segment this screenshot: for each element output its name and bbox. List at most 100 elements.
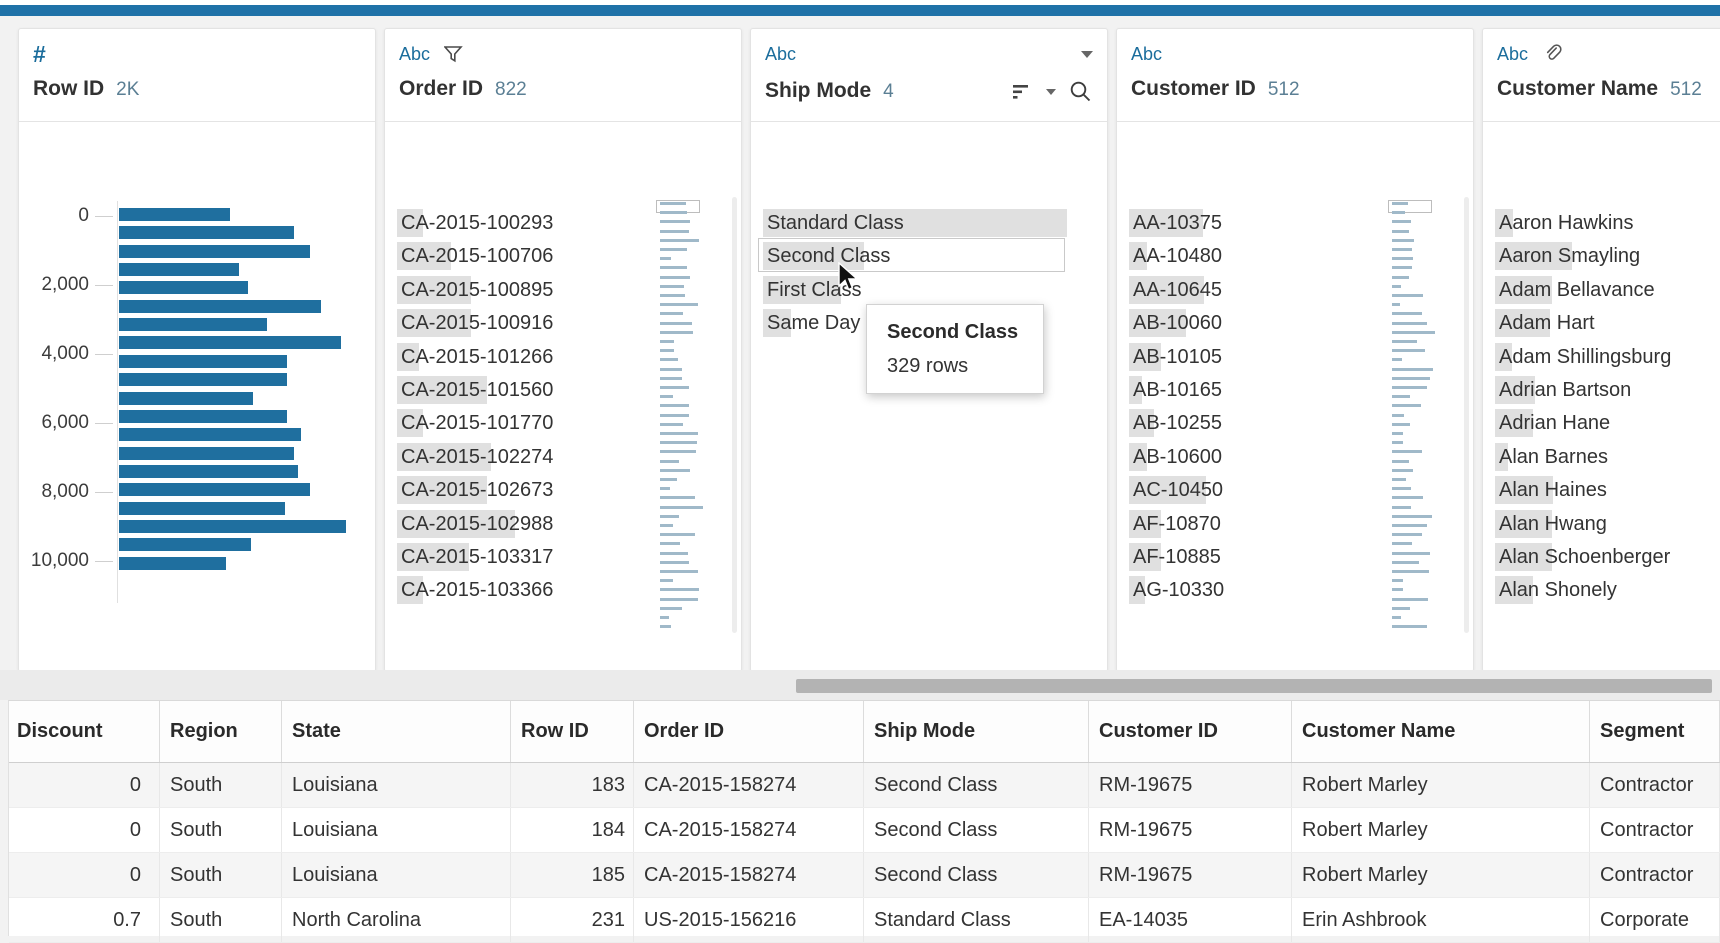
text-type-icon[interactable]: Abc	[399, 43, 431, 64]
value-list-item[interactable]: Second Class	[751, 238, 1107, 273]
text-type-icon[interactable]: Abc	[765, 43, 797, 64]
column-header[interactable]: Row ID	[511, 701, 634, 762]
grid-cell[interactable]: Contractor	[1590, 853, 1720, 897]
histogram-bar[interactable]	[119, 208, 230, 221]
value-list-item[interactable]: Aaron Hawkins	[1483, 209, 1720, 237]
column-header[interactable]: Region	[160, 701, 282, 762]
profile-card-order-id[interactable]: Abc Order ID 822 CA-2015-100293 CA-2015-1…	[384, 28, 742, 672]
customer-id-mini-histogram[interactable]	[1117, 29, 1473, 671]
histogram-bar[interactable]	[119, 354, 287, 368]
column-header[interactable]: Discount	[9, 701, 160, 762]
histogram-bar[interactable]	[119, 428, 301, 442]
grid-cell[interactable]: 0	[9, 853, 160, 897]
histogram-bar[interactable]	[119, 299, 321, 313]
h-scrollbar-thumb[interactable]	[796, 679, 1712, 693]
value-list-item[interactable]: AB-10060	[1117, 309, 1473, 338]
sort-chevron-down-icon[interactable]	[1046, 89, 1056, 95]
grid-cell[interactable]: South	[160, 808, 282, 852]
value-list-item[interactable]: CA-2015-100895	[385, 275, 741, 304]
grid-cell[interactable]: Second Class	[864, 853, 1089, 897]
text-type-icon[interactable]: Abc	[1497, 43, 1529, 64]
grid-cell[interactable]: CA-2015-158274	[634, 763, 864, 807]
grid-cell[interactable]: Contractor	[1590, 808, 1720, 852]
value-list-item[interactable]: CA-2015-100706	[385, 242, 741, 271]
profile-card-customer-name[interactable]: Abc Customer Name 512 Aaron Hawkins Aaron…	[1482, 28, 1720, 672]
value-list-item[interactable]: CA-2015-102988	[385, 509, 741, 538]
value-list-item[interactable]: Adam Bellavance	[1483, 275, 1720, 304]
value-list-item[interactable]: Adam Shillingsburg	[1483, 342, 1720, 371]
grid-cell[interactable]: RM-19675	[1089, 763, 1292, 807]
profile-card-customer-id[interactable]: Abc Customer ID 512 AA-10375 AA-10480 AA-1…	[1116, 28, 1474, 672]
grid-cell[interactable]: 185	[511, 853, 634, 897]
grid-cell[interactable]: CA-2015-158274	[634, 853, 864, 897]
value-list-item[interactable]: CA-2015-103317	[385, 543, 741, 571]
value-list-item[interactable]: AA-10645	[1117, 275, 1473, 304]
grid-cell[interactable]: 231	[511, 898, 634, 942]
grid-cell[interactable]: Louisiana	[282, 808, 511, 852]
grid-cell[interactable]: Second Class	[864, 763, 1089, 807]
grid-cell[interactable]: RM-19675	[1089, 853, 1292, 897]
grid-cell[interactable]: Louisiana	[282, 853, 511, 897]
grid-cell[interactable]: Robert Marley	[1292, 853, 1590, 897]
value-list-item[interactable]: Alan Shonely	[1483, 576, 1720, 605]
histogram-bar[interactable]	[119, 226, 294, 240]
grid-cell[interactable]: Robert Marley	[1292, 808, 1590, 852]
search-icon[interactable]	[1069, 80, 1093, 104]
grid-cell[interactable]: South	[160, 853, 282, 897]
sort-icon[interactable]	[1013, 84, 1033, 100]
value-list-item[interactable]: Alan Haines	[1483, 476, 1720, 505]
grid-cell[interactable]: South	[160, 898, 282, 942]
histogram-bar[interactable]	[119, 556, 226, 570]
histogram-bar[interactable]	[119, 318, 267, 332]
histogram-bar[interactable]	[119, 501, 285, 515]
value-list-item[interactable]: CA-2015-101266	[385, 342, 741, 371]
grid-cell[interactable]: 183	[511, 763, 634, 807]
row-id-histogram[interactable]: 0 2,000 4,000 6,000 8,000 10,000	[19, 29, 375, 671]
histogram-bar[interactable]	[119, 373, 287, 387]
chevron-down-icon[interactable]	[1081, 50, 1093, 58]
grid-cell[interactable]: Contractor	[1590, 763, 1720, 807]
value-list-item[interactable]: AF-10885	[1117, 543, 1473, 571]
value-list-item[interactable]: AB-10600	[1117, 442, 1473, 471]
value-list-item[interactable]: Adam Hart	[1483, 309, 1720, 338]
histogram-bar[interactable]	[119, 391, 253, 405]
grid-cell[interactable]: South	[160, 763, 282, 807]
order-id-mini-histogram[interactable]	[385, 29, 741, 671]
histogram-bar[interactable]	[119, 409, 287, 423]
grid-cell[interactable]: CA-2015-158274	[634, 808, 864, 852]
histogram-bar[interactable]	[119, 263, 239, 277]
value-list-item[interactable]: Alan Hwang	[1483, 509, 1720, 538]
value-list-item[interactable]: CA-2015-101770	[385, 409, 741, 438]
column-header[interactable]: Order ID	[634, 701, 864, 762]
grid-cell[interactable]: 184	[511, 808, 634, 852]
card-vertical-scrollbar[interactable]	[1464, 197, 1469, 633]
value-list-item[interactable]: AC-10450	[1117, 476, 1473, 505]
grid-cell[interactable]: 0	[9, 763, 160, 807]
text-type-icon[interactable]: Abc	[1131, 43, 1163, 64]
grid-cell[interactable]: US-2015-156216	[634, 898, 864, 942]
value-list-item[interactable]: CA-2015-102274	[385, 442, 741, 471]
histogram-bar[interactable]	[119, 538, 251, 552]
value-list-item[interactable]: Adrian Bartson	[1483, 376, 1720, 404]
grid-cell[interactable]: Louisiana	[282, 763, 511, 807]
column-header[interactable]: Ship Mode	[864, 701, 1089, 762]
grid-cell[interactable]: Corporate	[1590, 898, 1720, 942]
grid-cell[interactable]: Second Class	[864, 808, 1089, 852]
grid-cell[interactable]: RM-19675	[1089, 808, 1292, 852]
column-header[interactable]: Customer ID	[1089, 701, 1292, 762]
value-list-item[interactable]: AA-10375	[1117, 209, 1473, 237]
grid-cell[interactable]: EA-14035	[1089, 898, 1292, 942]
histogram-bar[interactable]	[119, 446, 294, 460]
value-list-item[interactable]: Aaron Smayling	[1483, 242, 1720, 271]
value-list-item[interactable]: CA-2015-100916	[385, 309, 741, 338]
grid-cell[interactable]: North Carolina	[282, 898, 511, 942]
value-list-item[interactable]: Same Day	[751, 309, 1107, 338]
value-list-item[interactable]: AA-10480	[1117, 242, 1473, 271]
numeric-type-icon[interactable]: #	[33, 41, 46, 67]
column-header[interactable]: State	[282, 701, 511, 762]
histogram-bar[interactable]	[119, 483, 310, 497]
value-list-item[interactable]: AB-10165	[1117, 376, 1473, 404]
value-list-item[interactable]: Adrian Hane	[1483, 409, 1720, 438]
profile-card-ship-mode[interactable]: Abc Ship Mode 4 Standard Class Second	[750, 28, 1108, 672]
histogram-bar[interactable]	[119, 336, 341, 350]
